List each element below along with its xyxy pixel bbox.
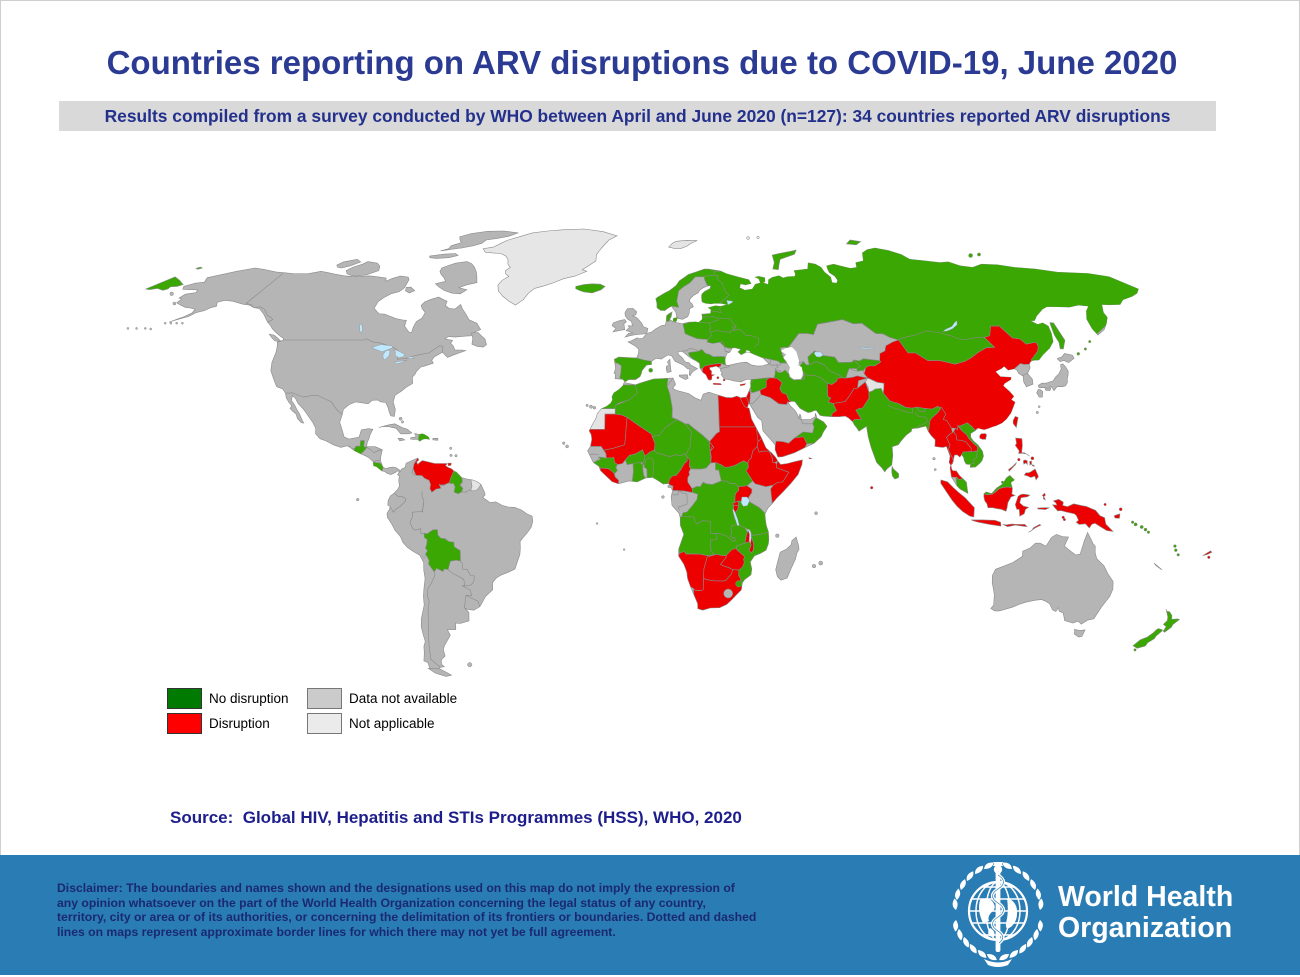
- svg-text:World Health: World Health: [1058, 881, 1233, 913]
- svg-text:Organization: Organization: [1058, 912, 1232, 944]
